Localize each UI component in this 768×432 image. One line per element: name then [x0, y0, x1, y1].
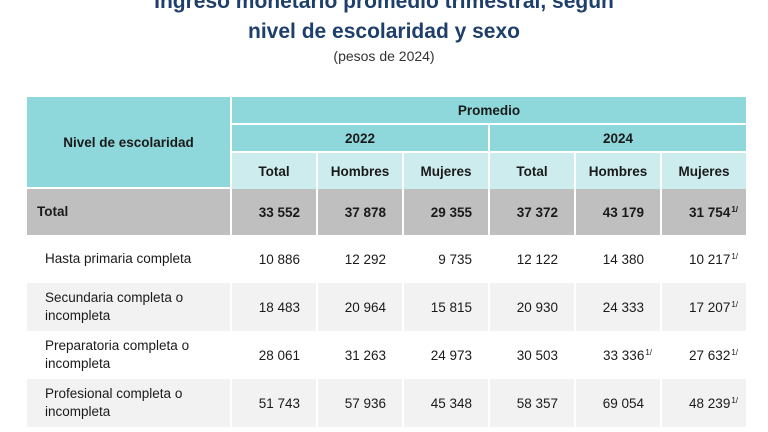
footnote-mark: 1/ [731, 204, 738, 214]
cell-value: 33 336 [603, 347, 645, 363]
row-label: Profesional completa o incompleta [27, 379, 230, 427]
table-cell: 24 333 [576, 283, 660, 331]
table-row: Secundaria completa o incompleta 18 483 20… [27, 283, 746, 331]
table-cell: 31 7541/ [662, 189, 746, 235]
table-cell: 57 936 [318, 379, 402, 427]
table-cell: 69 054 [576, 379, 660, 427]
table-cell: 9 735 [404, 235, 488, 283]
table-cell: 37 878 [318, 189, 402, 235]
cell-value: 10 217 [689, 251, 731, 267]
col-header: Mujeres [662, 153, 746, 189]
table-cell: 43 179 [576, 189, 660, 235]
table-cell: 48 2391/ [662, 379, 746, 427]
row-label: Hasta primaria completa [45, 251, 192, 266]
cell-value: 20 930 [516, 299, 558, 315]
table-cell: 28 061 [232, 331, 316, 379]
cell-value: 57 936 [344, 395, 386, 411]
row-label: Secundaria completa o incompleta [27, 283, 230, 331]
cell-value: 24 333 [602, 299, 644, 315]
cell-value: 37 372 [516, 204, 558, 220]
cell-value: 51 743 [258, 395, 300, 411]
col-header: Hombres [318, 153, 402, 189]
table-cell: 14 380 [576, 235, 660, 283]
col-header: Total [490, 153, 574, 189]
row-label: Total [27, 189, 230, 235]
year-header-2022: 2022 [232, 125, 488, 153]
cell-value: 31 754 [689, 204, 731, 220]
row-label: Preparatoria completa o incompleta [45, 338, 190, 371]
footnote-mark: 1/ [731, 347, 738, 357]
table-cell: 10 886 [232, 235, 316, 283]
table-cell: 17 2071/ [662, 283, 746, 331]
page-title-line-1: Ingreso monetario promedio trimestral, s… [154, 0, 614, 13]
table-cell: 24 973 [404, 331, 488, 379]
year-header-2024: 2024 [490, 125, 746, 153]
table-row: Hasta primaria completa 10 886 12 292 9 735… [27, 235, 746, 283]
income-table: Nivel de escolaridad Promedio 2022 2024 … [25, 97, 748, 427]
footnote-mark: 1/ [645, 347, 652, 357]
table-cell: 10 2171/ [662, 235, 746, 283]
cell-value: 12 122 [516, 251, 558, 267]
page-subtitle: (pesos de 2024) [333, 48, 435, 64]
table-cell: 15 815 [404, 283, 488, 331]
total-row: Total 33 552 37 878 29 355 37 372 43 179 31 75… [27, 189, 746, 235]
cell-value: 27 632 [689, 347, 731, 363]
row-header: Nivel de escolaridad [27, 97, 230, 189]
table-row: Preparatoria completa o incompleta 28 061… [27, 331, 746, 379]
table-cell: 37 372 [490, 189, 574, 235]
table-cell: 33 3361/ [576, 331, 660, 379]
cell-value: 15 815 [430, 299, 472, 315]
cell-value: 31 263 [344, 347, 386, 363]
cell-value: 58 357 [516, 395, 558, 411]
page-title-line-2: nivel de escolaridad y sexo [248, 20, 520, 43]
footnote-mark: 1/ [731, 395, 738, 405]
footnote-mark: 1/ [731, 299, 738, 309]
cell-value: 14 380 [602, 251, 644, 267]
cell-value: 24 973 [430, 347, 472, 363]
cell-value: 29 355 [430, 204, 472, 220]
cell-value: 20 964 [344, 299, 386, 315]
cell-value: 9 735 [438, 251, 472, 267]
table-cell: 18 483 [232, 283, 316, 331]
table-cell: 12 122 [490, 235, 574, 283]
table-cell: 58 357 [490, 379, 574, 427]
group-header: Promedio [232, 97, 746, 125]
table-cell: 33 552 [232, 189, 316, 235]
table-cell: 45 348 [404, 379, 488, 427]
table-cell: 27 6321/ [662, 331, 746, 379]
cell-value: 37 878 [344, 204, 386, 220]
table-cell: 30 503 [490, 331, 574, 379]
footnote-mark: 1/ [731, 251, 738, 261]
cell-value: 18 483 [258, 299, 300, 315]
col-header: Mujeres [404, 153, 488, 189]
cell-value: 43 179 [602, 204, 644, 220]
cell-value: 30 503 [516, 347, 558, 363]
table-cell: 20 964 [318, 283, 402, 331]
cell-value: 48 239 [689, 395, 731, 411]
col-header: Hombres [576, 153, 660, 189]
table-cell: 12 292 [318, 235, 402, 283]
cell-value: 69 054 [602, 395, 644, 411]
cell-value: 28 061 [258, 347, 300, 363]
cell-value: 10 886 [258, 251, 300, 267]
col-header: Total [232, 153, 316, 189]
cell-value: 12 292 [344, 251, 386, 267]
table-cell: 31 263 [318, 331, 402, 379]
cell-value: 33 552 [258, 204, 300, 220]
table-cell: 29 355 [404, 189, 488, 235]
table-cell: 20 930 [490, 283, 574, 331]
cell-value: 17 207 [689, 299, 731, 315]
cell-value: 45 348 [430, 395, 472, 411]
table-row: Profesional completa o incompleta 51 743 5… [27, 379, 746, 427]
table-cell: 51 743 [232, 379, 316, 427]
